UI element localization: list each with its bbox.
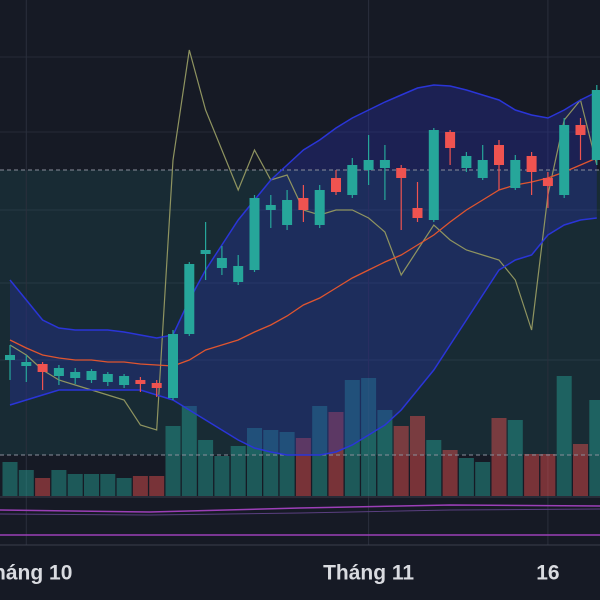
volume-bar bbox=[295, 438, 311, 496]
candle-body bbox=[249, 198, 260, 270]
x-tick-label: Tháng 10 bbox=[0, 562, 72, 585]
candle-body bbox=[314, 190, 325, 225]
candle-body bbox=[428, 130, 439, 220]
candle-body bbox=[396, 168, 407, 178]
candle-body bbox=[445, 132, 456, 148]
volume-bar bbox=[263, 430, 279, 496]
candle-body bbox=[70, 372, 81, 378]
volume-bar bbox=[393, 426, 409, 496]
volume-bar bbox=[214, 456, 230, 496]
band-fill bbox=[10, 85, 597, 455]
candle-body bbox=[265, 205, 276, 210]
candle-body bbox=[53, 368, 64, 376]
volume-bar bbox=[458, 458, 474, 496]
candle-body bbox=[494, 145, 504, 165]
volume-bar bbox=[51, 470, 67, 496]
candle-body bbox=[200, 250, 211, 254]
volume-bar bbox=[507, 420, 523, 496]
volume-bar bbox=[116, 478, 132, 496]
volume-bar bbox=[165, 426, 181, 496]
candle-body bbox=[37, 364, 48, 372]
volume-bar bbox=[442, 450, 458, 496]
volume-bar bbox=[67, 474, 83, 496]
lower-band bbox=[9, 217, 597, 456]
volume-bar bbox=[18, 470, 34, 496]
volume-bar bbox=[573, 444, 588, 496]
candle-body bbox=[331, 178, 341, 192]
candle-body bbox=[233, 266, 244, 282]
volume-bar bbox=[328, 412, 344, 496]
candle-body bbox=[347, 165, 358, 195]
x-tick-label: Tháng 11 bbox=[323, 562, 414, 585]
volume-bar bbox=[84, 474, 99, 496]
candle-body bbox=[135, 380, 146, 384]
volume-bar bbox=[426, 440, 442, 496]
candle-body bbox=[298, 198, 309, 210]
candle-body bbox=[477, 160, 488, 178]
candle-body bbox=[526, 156, 537, 172]
volume-bar bbox=[556, 376, 572, 496]
volume-bar bbox=[279, 432, 295, 496]
candle-body bbox=[119, 376, 130, 385]
indicator-line bbox=[0, 508, 600, 516]
volume-bar bbox=[312, 406, 328, 496]
volume-bar bbox=[149, 476, 165, 496]
candle-body bbox=[21, 362, 32, 366]
candle-body bbox=[216, 258, 227, 268]
candle-body bbox=[510, 160, 521, 188]
volume-bar bbox=[247, 428, 262, 496]
volume-bar bbox=[540, 454, 556, 496]
candle-body bbox=[575, 125, 586, 135]
candle-body bbox=[5, 355, 15, 360]
volume-bar bbox=[2, 462, 18, 496]
volume-bar bbox=[589, 400, 600, 496]
volume-bar bbox=[377, 410, 393, 496]
volume-bar bbox=[410, 416, 425, 496]
volume-bar bbox=[524, 454, 540, 496]
candle-body bbox=[379, 160, 390, 168]
volume-bar bbox=[344, 380, 360, 496]
candle-body bbox=[363, 160, 374, 170]
upper-band bbox=[9, 84, 598, 339]
volume-bar bbox=[132, 476, 148, 496]
volume-bar bbox=[198, 440, 214, 496]
candle-body bbox=[542, 178, 553, 186]
candle-body bbox=[282, 200, 293, 225]
x-tick-label: 16 bbox=[536, 562, 559, 585]
volume-bar bbox=[35, 478, 51, 496]
candle-body bbox=[86, 371, 97, 380]
candle-body bbox=[591, 90, 600, 160]
volume-bar bbox=[475, 462, 491, 496]
volume-bar bbox=[361, 378, 377, 496]
plot bbox=[0, 0, 600, 545]
volume-bar bbox=[181, 406, 197, 496]
level-zone bbox=[0, 170, 600, 455]
candle-body bbox=[168, 334, 178, 398]
candle-body bbox=[461, 156, 472, 168]
candle-body bbox=[559, 125, 570, 195]
volume-bar bbox=[491, 418, 507, 496]
candle-body bbox=[184, 264, 195, 334]
indicator-line bbox=[0, 504, 600, 513]
candle-body bbox=[412, 208, 423, 218]
volume-bar bbox=[100, 474, 116, 496]
candle-body bbox=[151, 383, 162, 388]
volume-bar bbox=[230, 446, 246, 496]
candle-body bbox=[102, 374, 113, 382]
